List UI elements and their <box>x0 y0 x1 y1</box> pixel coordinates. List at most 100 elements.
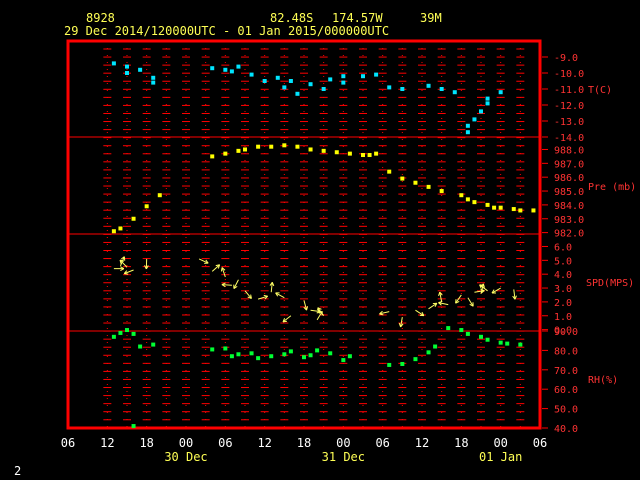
pressure-point <box>367 153 372 158</box>
pressure-point <box>131 216 136 221</box>
temperature-point <box>452 90 457 95</box>
wind-arrow <box>220 267 226 278</box>
pressure-point <box>511 207 516 212</box>
x-hour-label: 00 <box>179 436 193 450</box>
pressure-point <box>485 202 490 207</box>
wind-arrow-head <box>480 288 485 292</box>
relative_humidity-point <box>465 331 470 336</box>
temperature-point <box>479 109 483 114</box>
wind-arrow <box>257 294 269 300</box>
relative_humidity-point <box>118 330 123 335</box>
wind-arrow-head <box>317 307 322 310</box>
wind-arrow <box>438 300 449 306</box>
wind-arrow-head <box>316 311 321 314</box>
y-tick-label: -12.0 <box>554 101 584 112</box>
wind-arrow-head <box>318 310 323 314</box>
x-hour-label: 12 <box>257 436 271 450</box>
wind-arrow <box>144 258 149 270</box>
y-tick-label: 90.0 <box>554 327 578 338</box>
wind-arrow-head <box>264 295 269 300</box>
y-tick-label: -11.0 <box>554 85 584 96</box>
temperature-point <box>138 67 143 72</box>
temperature-point <box>111 61 116 66</box>
wind-arrow-shaft <box>310 309 321 313</box>
relative_humidity-point <box>111 334 116 339</box>
relative_humidity-point <box>302 355 306 360</box>
relative_humidity-point <box>125 328 129 333</box>
y-tick-label: 3.0 <box>554 284 572 295</box>
x-hour-label: 06 <box>218 436 232 450</box>
temperature-point <box>295 91 300 96</box>
temperature-point <box>249 72 254 77</box>
relative_humidity-point <box>518 342 523 347</box>
pressure-point <box>413 180 418 185</box>
y-tick-label: 983.0 <box>554 215 584 226</box>
wind-arrow-head <box>220 267 223 272</box>
wind-arrow-head <box>398 323 402 328</box>
y-tick-label: 1.0 <box>554 312 572 323</box>
relative_humidity-point <box>256 356 261 361</box>
wind-arrow-head <box>275 292 279 297</box>
wind-arrow <box>269 281 275 293</box>
plot-frame <box>66 39 542 430</box>
wind-arrow-head <box>144 265 147 270</box>
wind-arrow <box>415 309 425 317</box>
wind-arrow-head <box>379 313 384 316</box>
x-hour-label: 06 <box>533 436 547 450</box>
relative_humidity-point <box>413 357 418 362</box>
wind-arrow <box>221 282 232 288</box>
wind-arrow-shaft <box>257 295 268 300</box>
pressure-point <box>308 147 313 152</box>
pressure-point <box>157 193 162 198</box>
x-hour-label: 18 <box>139 436 153 450</box>
pressure-point <box>347 151 352 156</box>
relative_humidity-series <box>111 326 523 429</box>
y-tick-label: 50.0 <box>554 405 578 416</box>
wind-axis-label: SPD(MPS) <box>586 278 634 289</box>
wind-arrow-head <box>317 307 319 312</box>
wind-arrow-shaft <box>439 291 443 302</box>
wind-arrow <box>379 310 390 316</box>
wind-arrow-head <box>120 256 125 260</box>
pressure-point <box>374 151 379 156</box>
wind-arrow <box>211 264 221 272</box>
wind-arrow-shaft <box>415 309 425 317</box>
temperature-point <box>275 75 280 80</box>
wind-arrow-shaft <box>428 302 438 310</box>
pressure-point <box>210 154 215 159</box>
x-day-label: 30 Dec <box>164 450 207 464</box>
temperature-point <box>308 82 313 87</box>
pressure-point <box>236 148 241 153</box>
y-tick-label: -13.0 <box>554 117 584 128</box>
wind-arrow-head <box>491 289 495 294</box>
pressure-point <box>465 197 470 202</box>
pressure-axis-label: Pre (mb) <box>588 182 636 193</box>
pressure-point <box>387 169 392 174</box>
temperature-point <box>361 74 365 79</box>
wind-arrow-head <box>421 311 425 316</box>
wind-arrow-head <box>438 302 442 306</box>
wind-arrow <box>233 279 239 290</box>
time-period: 29 Dec 2014/120000UTC - 01 Jan 2015/0000… <box>64 24 389 38</box>
relative_humidity-point <box>269 354 274 359</box>
wind-arrow-head <box>233 285 238 290</box>
wind-arrow-head <box>120 268 125 271</box>
y-tick-label: 4.0 <box>554 270 572 281</box>
panel-labels: T(C) Pre (mb) SPD(MPS) RH(%) <box>586 85 636 386</box>
y-tick-label: 985.0 <box>554 187 584 198</box>
wind-arrow <box>491 287 501 294</box>
temperature-point <box>374 72 379 77</box>
relative_humidity-point <box>347 354 352 359</box>
wind-arrow-shaft <box>455 294 462 304</box>
x-hour-label: 06 <box>375 436 389 450</box>
relative_humidity-point <box>282 352 287 357</box>
wind-arrow <box>317 307 325 317</box>
y-tick-label: 988.0 <box>554 145 584 156</box>
wind-arrow-head <box>303 306 307 311</box>
wind-arrow-head <box>514 295 517 300</box>
pressure-point <box>531 208 536 213</box>
x-hour-label: 12 <box>100 436 114 450</box>
relative_humidity-point <box>485 337 490 342</box>
